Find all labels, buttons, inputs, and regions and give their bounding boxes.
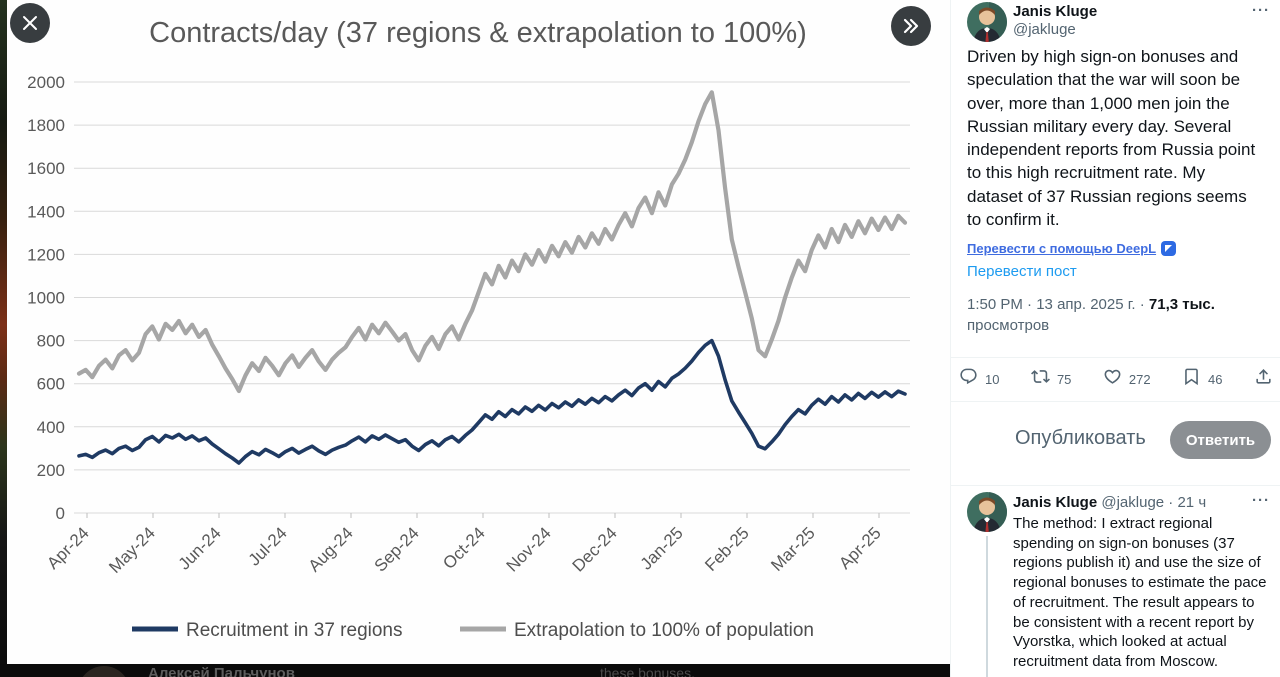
deepl-translate-row: Перевести с помощью DeepL — [967, 241, 1177, 256]
deepl-translate-link[interactable]: Перевести с помощью DeepL — [967, 241, 1157, 256]
reply-author-meta: @jakluge · 21 ч — [1101, 494, 1207, 511]
tweet-meta: 1:50 PM · 13 апр. 2025 г. · 71,3 тыс. пр… — [967, 296, 1215, 334]
svg-text:Jan-25: Jan-25 — [637, 523, 687, 573]
tweet-action-bar: 10 75 272 46 — [959, 362, 1273, 396]
divider — [951, 357, 1280, 358]
svg-text:Contracts/day (37 regions & ex: Contracts/day (37 regions & extrapolatio… — [149, 17, 807, 49]
double-chevron-right-icon — [901, 17, 921, 35]
views-count: 71,3 тыс. — [1148, 296, 1215, 313]
reply-header: Janis Kluge @jakluge · 21 ч — [1013, 494, 1206, 511]
media-lightbox[interactable]: 0 200 400 600 800 1000 1200 1400 1600 1800 2000 Apr… — [7, 0, 950, 664]
translate-post-link[interactable]: Перевести пост — [967, 263, 1077, 280]
close-icon — [21, 14, 39, 32]
reply-submit-button[interactable]: Ответить — [1170, 421, 1271, 459]
chart-image[interactable]: 0 200 400 600 800 1000 1200 1400 1600 1800 2000 Apr… — [7, 0, 950, 664]
reply-icon — [959, 367, 978, 391]
svg-text:600: 600 — [37, 375, 65, 394]
more-options-icon[interactable]: ··· — [1252, 2, 1270, 19]
like-icon — [1103, 367, 1122, 391]
svg-text:May-24: May-24 — [105, 523, 159, 577]
svg-text:Aug-24: Aug-24 — [305, 523, 357, 575]
svg-text:Dec-24: Dec-24 — [569, 523, 621, 575]
like-count: 272 — [1128, 371, 1151, 387]
svg-text:Sep-24: Sep-24 — [371, 523, 423, 575]
author-name[interactable]: Janis Kluge — [1013, 3, 1098, 20]
deepl-icon — [1161, 241, 1177, 256]
dimmed-tweet-text: these bonuses. — [600, 665, 695, 677]
bookmark-count: 46 — [1208, 371, 1223, 387]
svg-text:800: 800 — [37, 332, 65, 351]
bookmark-icon — [1182, 367, 1201, 391]
tweet-text: Driven by high sign-on bonuses and specu… — [967, 47, 1256, 230]
date: 13 апр. 2025 г. — [1036, 296, 1136, 313]
avatar[interactable] — [967, 492, 1007, 532]
thread-connector-line — [986, 536, 988, 677]
dimmed-avatar — [78, 666, 130, 677]
svg-text:1200: 1200 — [27, 245, 65, 264]
svg-text:Feb-25: Feb-25 — [701, 523, 753, 575]
svg-text:Apr-24: Apr-24 — [43, 523, 93, 573]
collapse-panel-button[interactable] — [891, 6, 931, 46]
dimmed-page-bottom: Алексей Пальчунов these bonuses. — [0, 664, 950, 677]
svg-text:1400: 1400 — [27, 202, 65, 221]
tweet-detail-panel: Janis Kluge @jakluge ··· Driven by high … — [950, 0, 1280, 677]
close-button[interactable] — [10, 3, 50, 43]
svg-text:Mar-25: Mar-25 — [767, 523, 819, 575]
reply-count: 10 — [985, 371, 1000, 387]
time: 1:50 PM — [967, 296, 1023, 313]
repost-count: 75 — [1056, 371, 1072, 387]
dimmed-user-name: Алексей Пальчунов — [148, 665, 295, 677]
svg-text:Oct-24: Oct-24 — [439, 523, 489, 573]
bookmark-action[interactable]: 46 — [1182, 367, 1223, 391]
svg-text:Extrapolation to 100% of popul: Extrapolation to 100% of population — [514, 620, 814, 641]
contracts-per-day-chart: 0 200 400 600 800 1000 1200 1400 1600 1800 2000 Apr… — [27, 17, 910, 641]
svg-text:2000: 2000 — [27, 73, 65, 92]
author-handle[interactable]: @jakluge — [1013, 21, 1076, 38]
divider — [951, 401, 1280, 402]
dimmed-page-edge — [0, 0, 7, 677]
svg-text:0: 0 — [56, 504, 65, 523]
share-icon — [1254, 367, 1273, 391]
repost-action[interactable]: 75 — [1030, 367, 1072, 391]
svg-text:1000: 1000 — [27, 289, 65, 308]
repost-icon — [1030, 367, 1050, 391]
divider — [951, 485, 1280, 486]
reply-action[interactable]: 10 — [959, 367, 999, 391]
svg-text:1800: 1800 — [27, 116, 65, 135]
svg-text:Apr-25: Apr-25 — [835, 523, 885, 573]
avatar[interactable] — [967, 2, 1007, 42]
like-action[interactable]: 272 — [1103, 367, 1151, 391]
views-label: просмотров — [967, 317, 1050, 334]
svg-text:400: 400 — [37, 418, 65, 437]
svg-text:Recruitment in 37 regions: Recruitment in 37 regions — [186, 620, 403, 641]
svg-text:Jun-24: Jun-24 — [175, 523, 225, 573]
svg-text:Jul-24: Jul-24 — [245, 523, 291, 569]
reply-input[interactable]: Опубликовать — [1015, 427, 1146, 449]
svg-text:200: 200 — [37, 461, 65, 480]
svg-text:Nov-24: Nov-24 — [503, 523, 555, 575]
more-options-icon[interactable]: ··· — [1252, 492, 1270, 509]
reply-text: The method: I extract regional spending … — [1013, 515, 1267, 670]
svg-text:1600: 1600 — [27, 159, 65, 178]
reply-author-name[interactable]: Janis Kluge — [1013, 494, 1098, 511]
share-action[interactable] — [1254, 367, 1273, 391]
